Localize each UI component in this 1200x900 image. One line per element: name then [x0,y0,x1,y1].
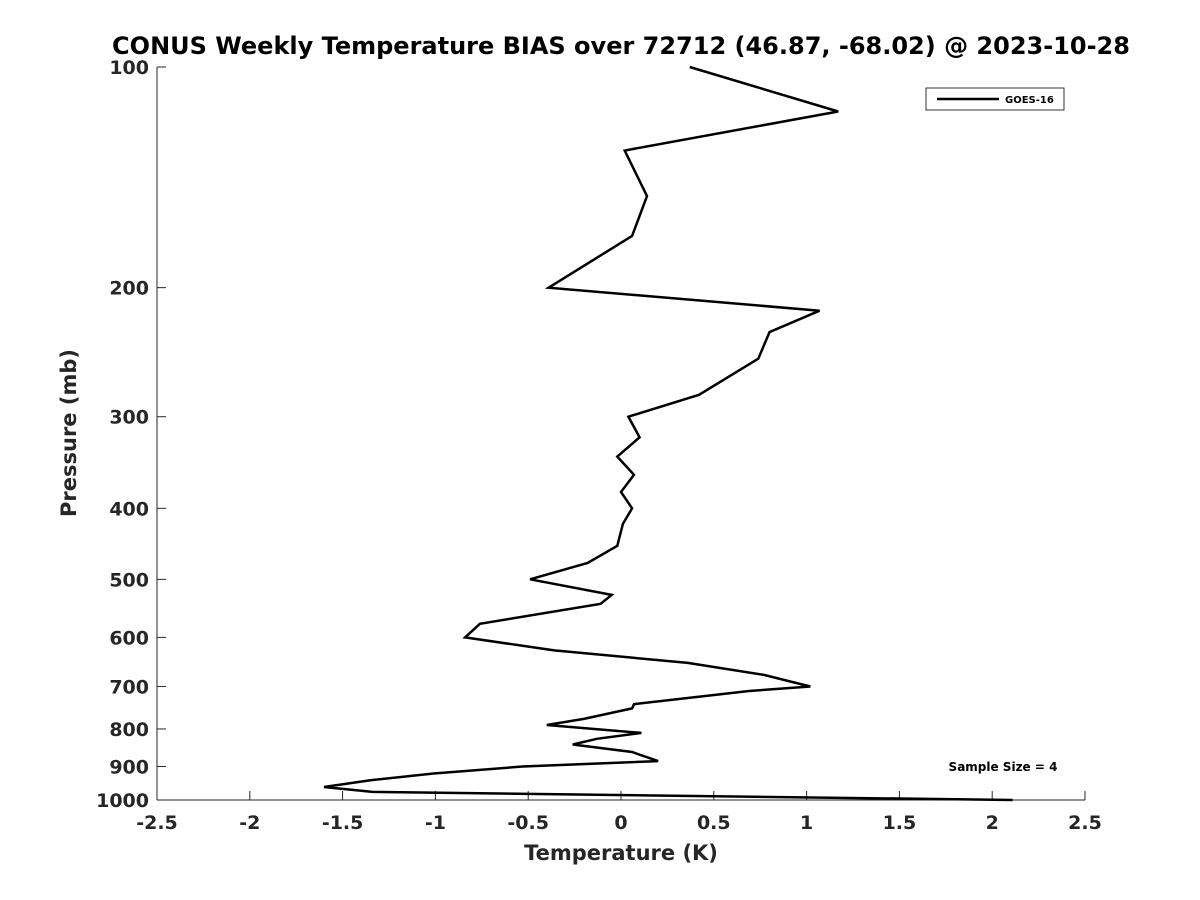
y-tick-label: 100 [109,57,149,79]
x-tick-label: -1 [425,812,446,834]
chart-title: CONUS Weekly Temperature BIAS over 72712… [112,32,1130,60]
y-tick-label: 600 [109,627,149,649]
x-tick-label: 1.5 [883,812,917,834]
x-tick-label: 2.5 [1068,812,1102,834]
y-tick-label: 200 [109,278,149,300]
y-tick-label: 500 [109,569,149,591]
x-tick-label: 1 [800,812,813,834]
x-tick-label: 0.5 [697,812,731,834]
series-layer [323,65,1013,802]
x-tick-label: 0 [614,812,627,834]
sample-size-annotation: Sample Size = 4 [949,760,1058,774]
x-tick-label: -2 [239,812,260,834]
y-tick-label: 300 [109,407,149,429]
x-axis-label: Temperature (K) [524,841,718,865]
y-axis-label: Pressure (mb) [57,349,81,517]
y-tick-label: 1000 [96,790,149,812]
x-tick-label: 2 [986,812,999,834]
y-tick-label: 800 [109,719,149,741]
legend-label-goes16: GOES-16 [1005,95,1054,106]
x-tick-label: -0.5 [507,812,549,834]
y-tick-label: 400 [109,498,149,520]
x-tick-labels: -2.5 -2 -1.5 -1 -0.5 0 0.5 1 1.5 2 2.5 [136,812,1102,834]
series-line-goes16 [323,65,1013,802]
x-tick-label: -2.5 [136,812,178,834]
y-tick-label: 700 [109,676,149,698]
legend: GOES-16 [925,87,1065,111]
y-tick-label: 900 [109,756,149,778]
y-tick-labels: 100 200 300 400 500 600 700 800 900 1000 [96,57,149,812]
x-tick-label: -1.5 [322,812,364,834]
